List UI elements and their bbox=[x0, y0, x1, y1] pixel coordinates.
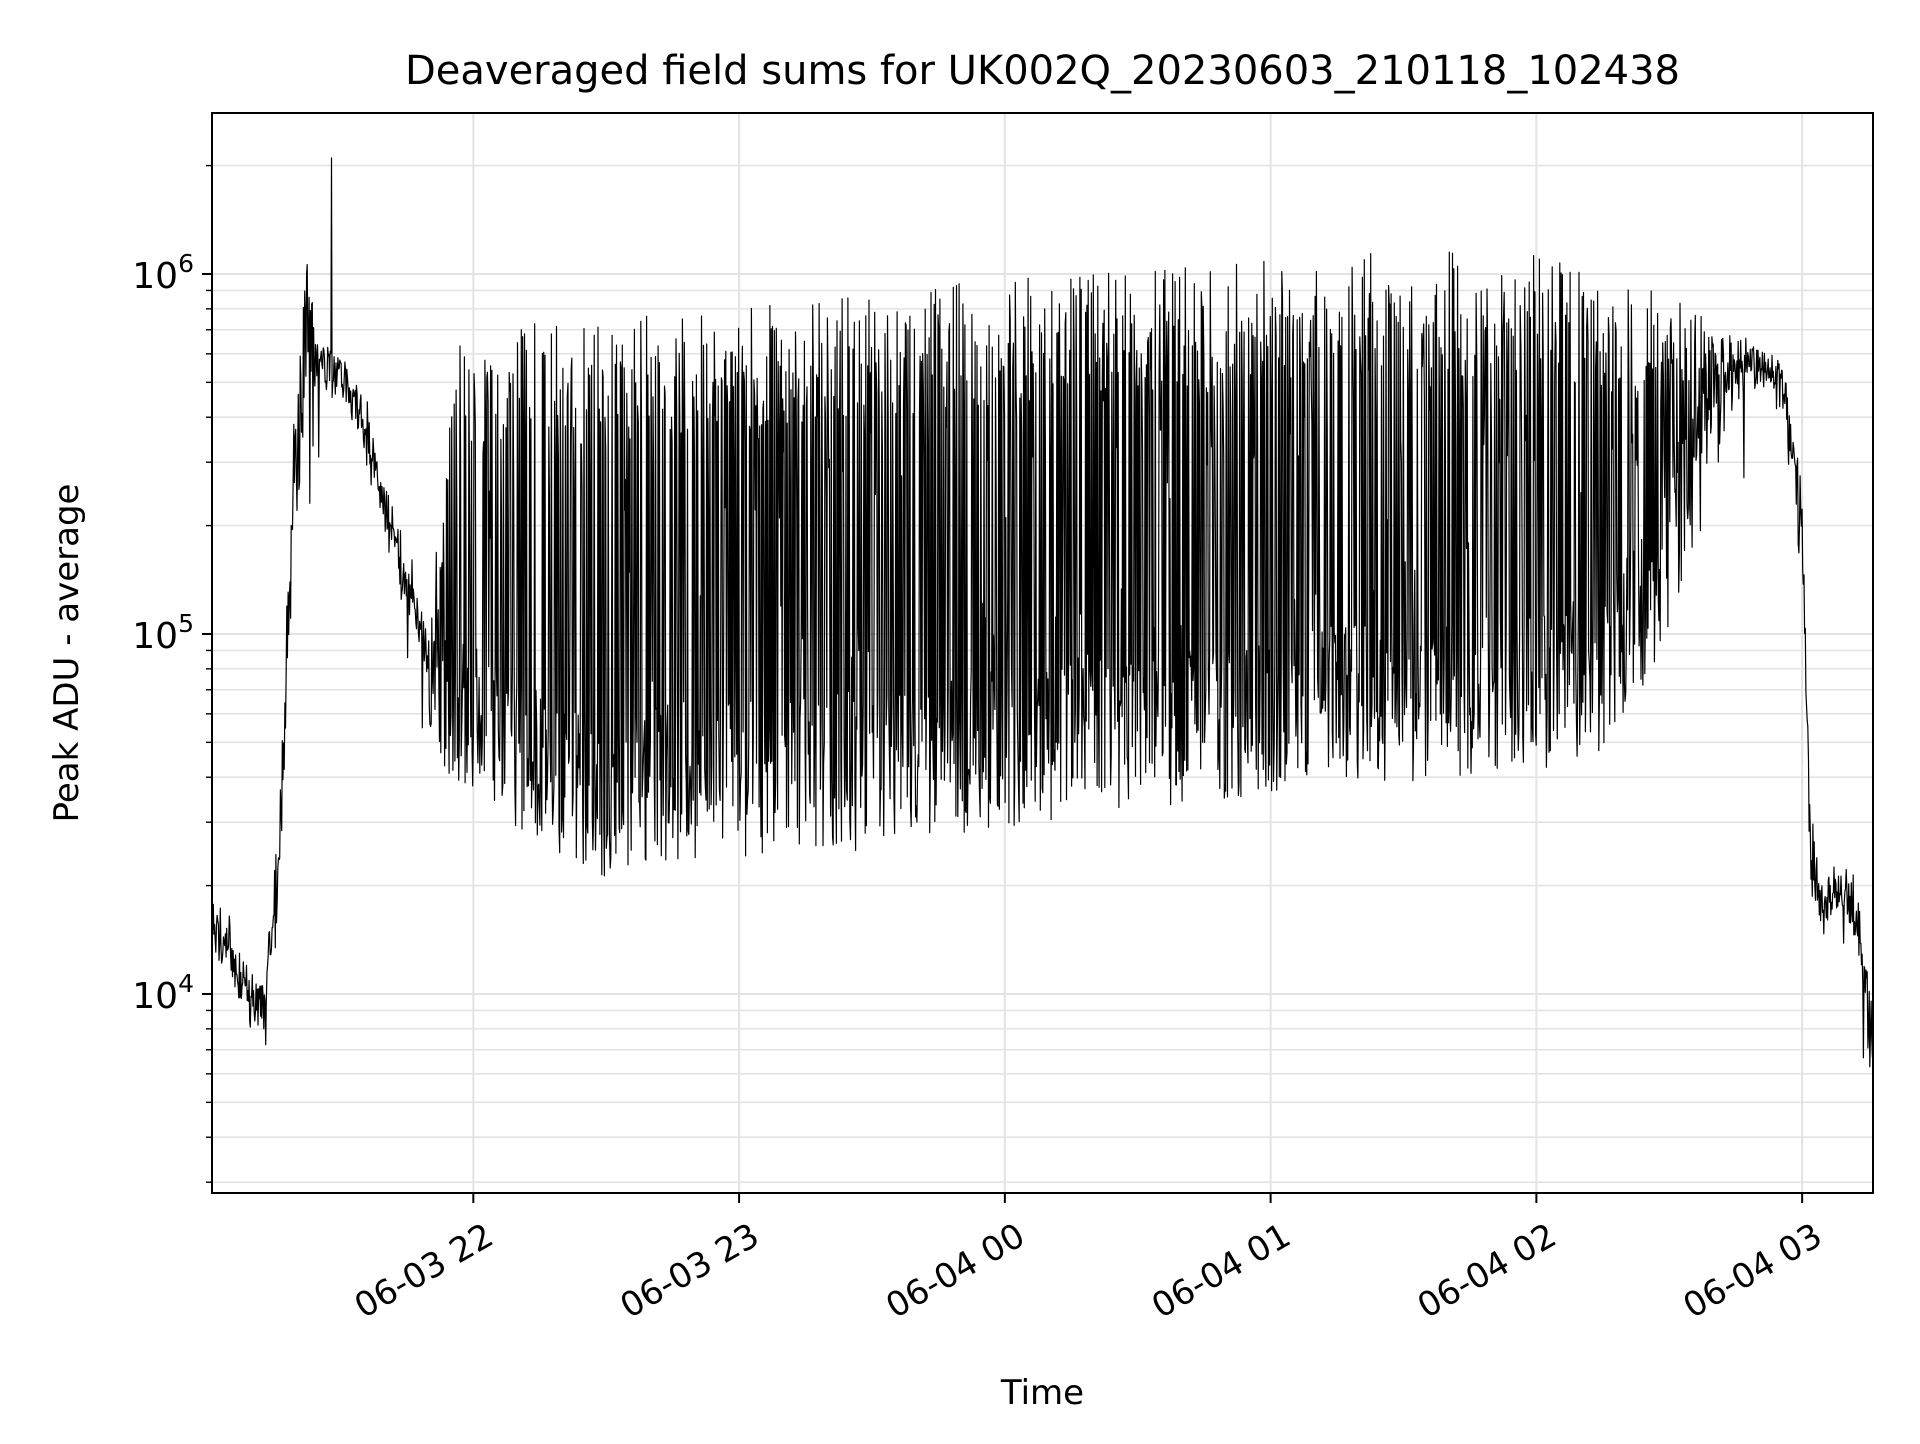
x-axis-label: Time bbox=[1000, 1373, 1084, 1413]
line-layer bbox=[212, 157, 1873, 1068]
chart-title: Deaveraged field sums for UK002Q_2023060… bbox=[405, 48, 1680, 94]
x-tick-label: 06-03 23 bbox=[614, 1216, 766, 1327]
x-tick-label: 06-03 22 bbox=[348, 1216, 500, 1327]
x-tick-label: 06-04 01 bbox=[1145, 1216, 1297, 1327]
x-tick-label: 06-04 03 bbox=[1677, 1216, 1829, 1327]
y-tick-label: 104 bbox=[132, 969, 194, 1017]
x-tick-label: 06-04 02 bbox=[1411, 1216, 1563, 1327]
y-tick-label: 106 bbox=[132, 249, 194, 297]
plot-frame bbox=[211, 112, 1874, 1194]
x-tick-label: 06-04 00 bbox=[879, 1216, 1031, 1327]
y-axis-label: Peak ADU - average bbox=[47, 484, 87, 823]
series-line bbox=[212, 157, 1873, 1068]
y-tick-label: 105 bbox=[132, 609, 194, 657]
